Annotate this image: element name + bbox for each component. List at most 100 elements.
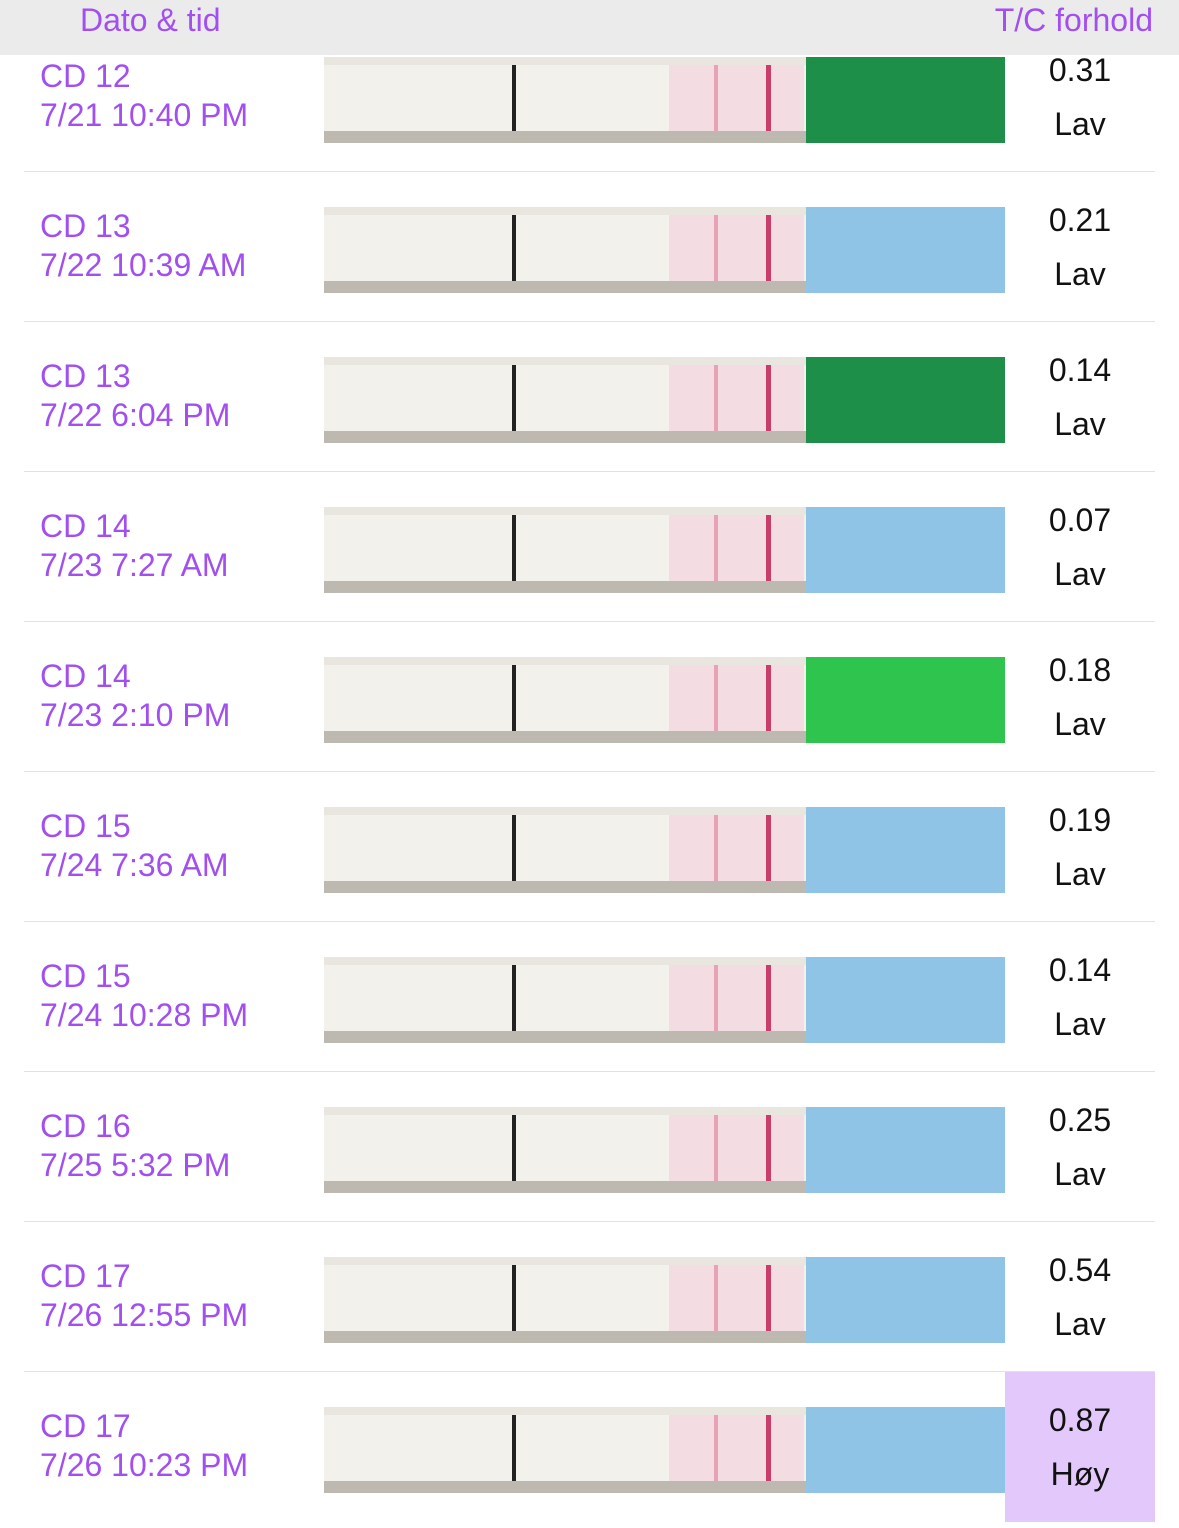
test-strip-photo (324, 357, 1005, 443)
level: Høy (1050, 1456, 1110, 1492)
table-header: Dato & tid T/C forhold (0, 0, 1179, 55)
test-row[interactable]: CD 13 7/22 10:39 AM 0.21 Lav (0, 172, 1179, 322)
strip-label (806, 1107, 1005, 1193)
result-window (669, 1265, 804, 1331)
max-marker (512, 1415, 516, 1481)
control-line (766, 1415, 771, 1481)
control-line (766, 1265, 771, 1331)
cycle-day: CD 17 (40, 1408, 131, 1444)
tc-ratio: 0.31 (1048, 52, 1112, 88)
test-line (714, 365, 718, 431)
tc-ratio: 0.54 (1048, 1252, 1112, 1288)
ratio-cell: 0.14 Lav (1005, 322, 1155, 472)
cycle-day: CD 16 (40, 1108, 131, 1144)
separator (24, 1371, 1155, 1372)
control-line (766, 965, 771, 1031)
cycle-day: CD 13 (40, 208, 131, 244)
test-strip-photo (324, 657, 1005, 743)
tc-ratio: 0.14 (1048, 352, 1112, 388)
date-time: 7/21 10:40 PM (40, 97, 249, 133)
date-time: 7/24 10:28 PM (40, 997, 249, 1033)
test-row[interactable]: CD 14 7/23 7:27 AM 0.07 Lav (0, 472, 1179, 622)
ratio-cell: 0.21 Lav (1005, 172, 1155, 322)
level: Lav (1054, 706, 1106, 742)
test-row[interactable]: CD 16 7/25 5:32 PM 0.25 Lav (0, 1072, 1179, 1222)
level: Lav (1054, 1156, 1106, 1192)
level: Lav (1054, 1306, 1106, 1342)
level: Lav (1054, 406, 1106, 442)
test-line (714, 65, 718, 131)
test-line (714, 215, 718, 281)
max-marker (512, 815, 516, 881)
separator (24, 171, 1155, 172)
test-line (714, 815, 718, 881)
cycle-day: CD 14 (40, 658, 131, 694)
result-window (669, 665, 804, 731)
test-line (714, 1115, 718, 1181)
test-strip-photo (324, 207, 1005, 293)
ratio-cell: 0.54 Lav (1005, 1222, 1155, 1372)
tc-ratio: 0.21 (1048, 202, 1112, 238)
date-time: 7/23 7:27 AM (40, 547, 229, 583)
level: Lav (1054, 1006, 1106, 1042)
control-line (766, 215, 771, 281)
test-strip-photo (324, 57, 1005, 143)
test-strip-photo (324, 1257, 1005, 1343)
level: Lav (1054, 106, 1106, 142)
separator (24, 921, 1155, 922)
result-window (669, 365, 804, 431)
ratio-cell: 0.25 Lav (1005, 1072, 1155, 1222)
result-window (669, 215, 804, 281)
strip-label (806, 507, 1005, 593)
level: Lav (1054, 856, 1106, 892)
tc-ratio: 0.19 (1048, 802, 1112, 838)
strip-label (806, 957, 1005, 1043)
test-line (714, 1415, 718, 1481)
test-strip-photo (324, 1107, 1005, 1193)
test-row[interactable]: CD 15 7/24 10:28 PM 0.14 Lav (0, 922, 1179, 1072)
ratio-cell: 0.31 Lav (1005, 22, 1155, 172)
test-row[interactable]: CD 13 7/22 6:04 PM 0.14 Lav (0, 322, 1179, 472)
test-line (714, 665, 718, 731)
date-time: 7/24 7:36 AM (40, 847, 229, 883)
separator (24, 1071, 1155, 1072)
test-strip-photo (324, 957, 1005, 1043)
date-time: 7/23 2:10 PM (40, 697, 231, 733)
control-line (766, 365, 771, 431)
ratio-cell: 0.87 Høy (1005, 1372, 1155, 1522)
strip-label (806, 807, 1005, 893)
test-row[interactable]: CD 17 7/26 12:55 PM 0.54 Lav (0, 1222, 1179, 1372)
max-marker (512, 365, 516, 431)
strip-label (806, 1407, 1005, 1493)
test-row[interactable]: CD 15 7/24 7:36 AM 0.19 Lav (0, 772, 1179, 922)
tc-ratio: 0.25 (1048, 1102, 1112, 1138)
test-line (714, 515, 718, 581)
test-row[interactable]: CD 14 7/23 2:10 PM 0.18 Lav (0, 622, 1179, 772)
result-window (669, 65, 804, 131)
cycle-day: CD 15 (40, 958, 131, 994)
separator (24, 321, 1155, 322)
max-marker (512, 1265, 516, 1331)
ratio-cell: 0.19 Lav (1005, 772, 1155, 922)
strip-label (806, 57, 1005, 143)
tc-ratio: 0.14 (1048, 952, 1112, 988)
ratio-cell: 0.14 Lav (1005, 922, 1155, 1072)
control-line (766, 515, 771, 581)
strip-label (806, 357, 1005, 443)
separator (24, 621, 1155, 622)
max-marker (512, 215, 516, 281)
separator (24, 471, 1155, 472)
control-line (766, 1115, 771, 1181)
strip-label (806, 1257, 1005, 1343)
max-marker (512, 65, 516, 131)
result-window (669, 1415, 804, 1481)
test-row[interactable]: CD 17 7/26 10:23 PM 0.87 Høy (0, 1372, 1179, 1522)
tc-ratio: 0.07 (1048, 502, 1112, 538)
max-marker (512, 1115, 516, 1181)
test-row[interactable]: CD 12 7/21 10:40 PM 0.31 Lav (0, 22, 1179, 172)
cycle-day: CD 13 (40, 358, 131, 394)
date-time: 7/26 10:23 PM (40, 1447, 249, 1483)
date-time: 7/22 10:39 AM (40, 247, 247, 283)
test-line (714, 965, 718, 1031)
